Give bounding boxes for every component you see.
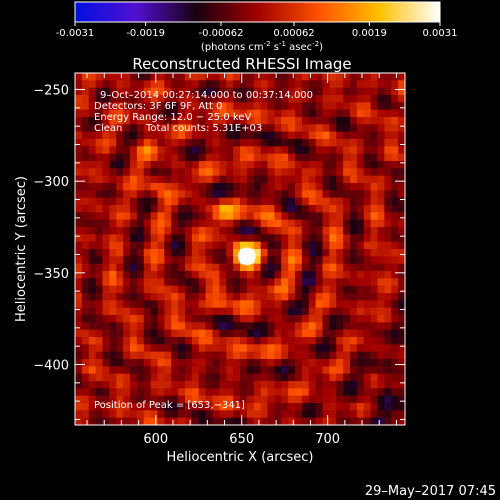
colorbar: -0.0031 -0.0019 -0.00062 0.00062 0.0019 0.003…	[56, 1, 458, 53]
annotation-clean: Clean	[94, 123, 122, 134]
x-tick-label: 600	[143, 432, 168, 447]
peak-source	[237, 247, 256, 266]
y-tick-label: −400	[33, 359, 69, 374]
colorbar-tick-label: 0.0031	[423, 28, 458, 39]
annotation-time-range: 9–Oct–2014 00:27:14.000 to 00:37:14.000	[100, 90, 313, 101]
x-axis-label: Heliocentric X (arcsec)	[167, 450, 314, 465]
colorbar-bar	[74, 1, 441, 23]
rhessi-image	[75, 73, 405, 425]
y-tick-label: −300	[33, 175, 69, 190]
colorbar-units: (photons cm-2 s-1 asec-2)	[201, 40, 323, 53]
axes: 600 650 700 −250 −300 −350 −400	[33, 72, 406, 447]
annotation-block: 9–Oct–2014 00:27:14.000 to 00:37:14.000 …	[94, 90, 313, 411]
y-tick-label: −250	[33, 84, 69, 99]
annotation-peak: Position of Peak = [653,−341]	[94, 400, 245, 411]
x-tick-label: 700	[315, 432, 340, 447]
y-tick-label: −350	[33, 267, 69, 282]
colorbar-tick-label: -0.00062	[199, 28, 244, 39]
plot-frame	[74, 72, 406, 426]
colorbar-tick-label: 0.00062	[273, 28, 314, 39]
annotation-counts: Total counts: 5.31E+03	[145, 123, 262, 134]
annotation-energy: Energy Range: 12.0 − 25.0 keV	[94, 112, 251, 123]
colorbar-tick-label: -0.0019	[126, 28, 165, 39]
x-tick-label: 650	[229, 432, 254, 447]
colorbar-tick-label: 0.0019	[352, 28, 387, 39]
footer-date: 29–May–2017 07:45	[365, 484, 496, 499]
colorbar-tick-label: -0.0031	[56, 28, 95, 39]
y-axis-label: Heliocentric Y (arcsec)	[14, 176, 29, 322]
chart-title: Reconstructed RHESSI Image	[132, 55, 351, 73]
annotation-detectors: Detectors: 3F 6F 9F, Att 0	[94, 101, 222, 112]
colorbar-ticks: -0.0031 -0.0019 -0.00062 0.00062 0.0019 0.003…	[56, 22, 458, 39]
